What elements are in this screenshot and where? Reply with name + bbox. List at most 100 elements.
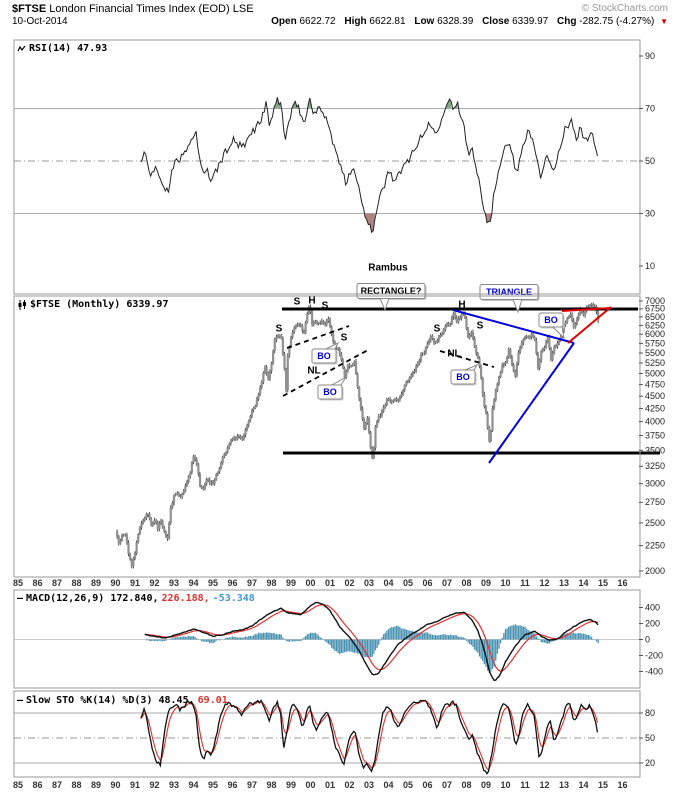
neckline-dashed-1: [286, 325, 350, 349]
axis-tick-label: 3000: [645, 478, 665, 488]
axis-tick-label: 2250: [645, 540, 665, 550]
axis-tick-label: 50: [645, 156, 655, 166]
annotation-text: H: [308, 296, 315, 307]
axis-tick-label: 5250: [645, 358, 665, 368]
annotation-text: S: [294, 297, 301, 308]
axis-tick-label: 6000: [645, 329, 665, 339]
axis-tick-label: 6250: [645, 320, 665, 330]
x-axis-year-label: 97: [246, 578, 257, 588]
main-panel-border: [13, 295, 641, 578]
macd-signal-value: 226.188,: [161, 593, 210, 604]
x-axis-years-middle: 85 86 87 88 89 90 91 92 93 94 95 96 97 98 99 00 01 02 03 04…: [0, 578, 674, 589]
x-axis-year-label: 10: [500, 780, 511, 790]
x-axis-year-label: 96: [227, 780, 238, 790]
annotation-text: H: [458, 300, 465, 311]
x-axis-year-label: 00: [305, 578, 316, 588]
axis-tick-label: 2750: [645, 497, 665, 507]
axis-tick-label: -200: [645, 650, 663, 660]
axis-tick-label: 4500: [645, 391, 665, 401]
x-axis-year-label: 98: [266, 780, 277, 790]
x-axis-year-label: 90: [110, 780, 121, 790]
line-icon: —: [17, 695, 24, 706]
x-axis-year-label: 11: [520, 780, 530, 790]
x-axis-year-label: 92: [149, 780, 160, 790]
x-axis-year-label: 14: [578, 780, 589, 790]
axis-tick-label: 5500: [645, 348, 665, 358]
axis-tick-label: 3500: [645, 445, 665, 455]
x-axis-year-label: 16: [617, 780, 628, 790]
axis-tick-label: 0: [645, 634, 650, 644]
symbol: $FTSE: [12, 3, 47, 15]
axis-tick-label: 80: [645, 708, 655, 718]
annotation-callout-text: BO: [323, 387, 337, 397]
chart-title: $FTSE London Financial Times Index (EOD)…: [12, 3, 254, 15]
x-axis-year-label: 01: [324, 578, 335, 588]
high-value: 6622.81: [369, 16, 406, 27]
x-axis-year-label: 01: [324, 780, 335, 790]
axis-tick-label: 10: [645, 261, 655, 271]
axis-tick-label: 20: [645, 758, 655, 768]
annotation-callout-text: BO: [456, 372, 470, 382]
annotation-text: S: [434, 324, 441, 335]
x-axis-year-label: 08: [461, 578, 472, 588]
rsi-overbought-fill: [291, 101, 299, 109]
x-axis-year-label: 85: [12, 578, 23, 588]
x-axis-year-label: 02: [344, 780, 355, 790]
index-name: London Financial Times Index (EOD): [49, 3, 230, 15]
candlestick-icon: [18, 299, 26, 310]
x-axis-year-label: 97: [246, 780, 257, 790]
rsi-overbought-fill: [446, 99, 452, 109]
x-axis-year-label: 04: [383, 780, 394, 790]
x-axis-year-label: 87: [51, 780, 62, 790]
x-axis-year-label: 93: [168, 780, 179, 790]
macd-label-text: MACD(12,26,9) 172.840,: [26, 593, 159, 604]
x-axis-year-label: 03: [363, 780, 374, 790]
red-flat-line: [561, 307, 611, 312]
x-axis-year-label: 02: [344, 578, 355, 588]
axis-tick-label: 200: [645, 618, 660, 628]
x-axis-years-bottom: 85 86 87 88 89 90 91 92 93 94 95 96 97 98 99 00 01 02 03 04…: [0, 780, 674, 791]
rsi-panel-border: [13, 39, 641, 295]
axis-tick-label: 50: [645, 733, 655, 743]
x-axis-year-label: 08: [461, 780, 472, 790]
close-value: 6339.97: [512, 16, 549, 27]
axis-tick-label: 3750: [645, 430, 665, 440]
close-label: Close: [482, 16, 510, 27]
indicator-line-icon: [17, 45, 26, 52]
x-axis-year-label: 04: [383, 578, 394, 588]
chevron-down-icon[interactable]: ▼: [660, 17, 668, 26]
exchange: LSE: [232, 3, 254, 15]
x-axis-year-label: 95: [207, 780, 218, 790]
x-axis-year-label: 06: [422, 780, 433, 790]
callout-box: [311, 348, 337, 364]
annotation-callout-text: BO: [317, 351, 331, 361]
x-axis-year-label: 99: [285, 780, 296, 790]
x-axis-year-label: 85: [12, 780, 23, 790]
sto-panel-label: — Slow STO %K(14) %D(3) 48.45, 69.01: [17, 695, 228, 706]
annotation-callout-text: BO: [544, 315, 558, 325]
macd-histogram: [145, 624, 599, 673]
x-axis-year-label: 00: [305, 780, 316, 790]
callout-box: [356, 283, 426, 299]
rsi-label-text: RSI(14) 47.93: [29, 43, 108, 54]
axis-tick-label: 4750: [645, 379, 665, 389]
x-axis-year-label: 09: [480, 578, 491, 588]
callout-pointer: [551, 326, 565, 340]
x-axis-year-label: 12: [539, 780, 550, 790]
sto-d-line: [140, 700, 599, 771]
price-bar-bodies: [116, 303, 600, 567]
x-axis-year-label: 99: [285, 578, 296, 588]
x-axis-year-label: 15: [597, 780, 608, 790]
rsi-panel-label: RSI(14) 47.93: [17, 43, 107, 54]
rsi-oversold-fill: [365, 213, 375, 233]
rsi-overbought-fill: [274, 97, 281, 109]
axis-tick-label: 4250: [645, 403, 665, 413]
axis-tick-label: 5000: [645, 368, 665, 378]
x-axis-year-label: 06: [422, 578, 433, 588]
annotation-callout-text: RECTANGLE?: [361, 286, 422, 296]
sto-k-line: [140, 699, 599, 775]
x-axis-year-label: 86: [32, 780, 43, 790]
x-axis-year-label: 86: [32, 578, 43, 588]
rsi-line: [140, 97, 598, 234]
